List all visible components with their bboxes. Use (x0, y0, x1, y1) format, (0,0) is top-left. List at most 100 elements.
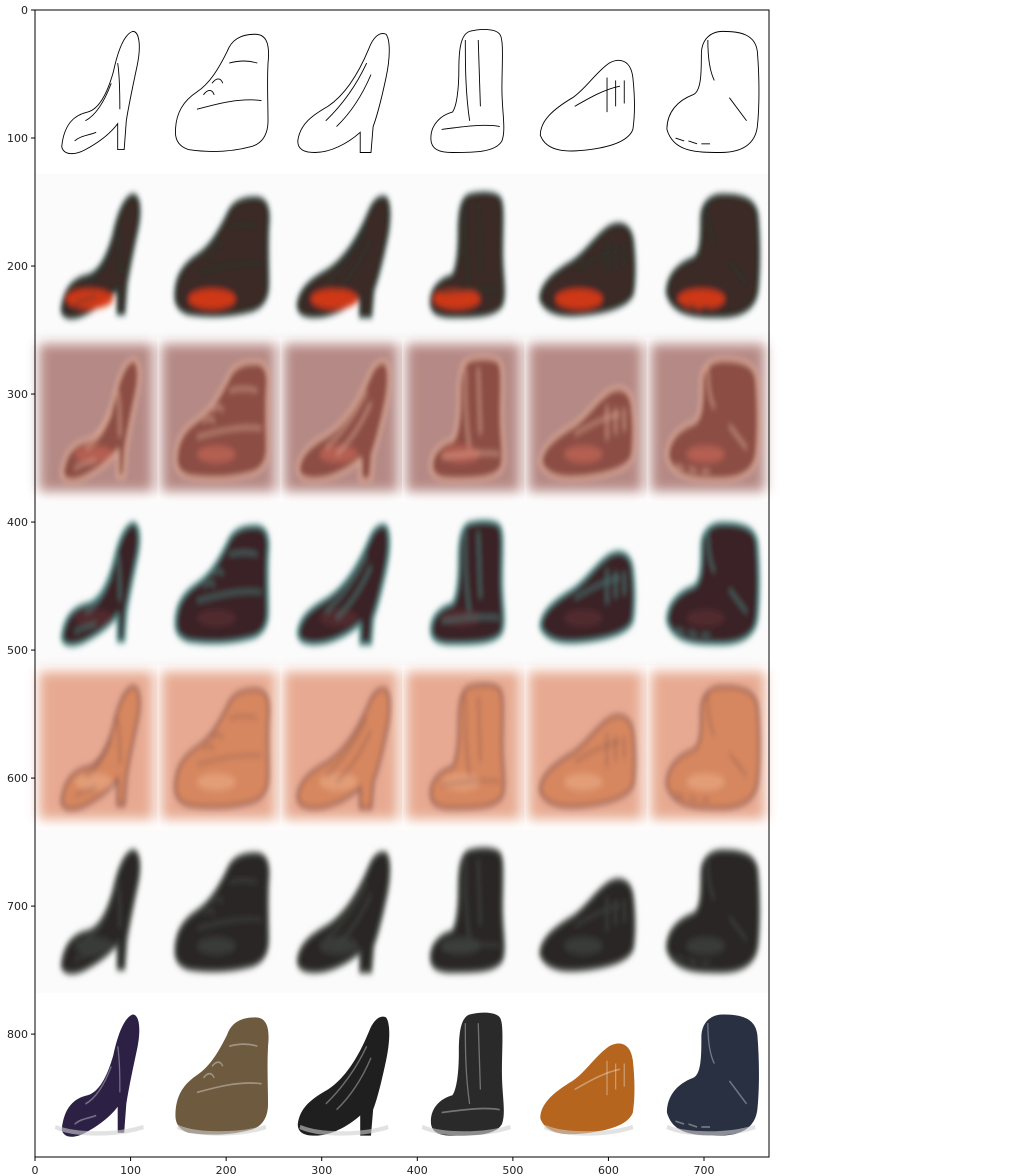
shoe-image (665, 193, 761, 318)
shoe-image (60, 521, 141, 647)
shoe-image (665, 521, 761, 646)
shoe-image (429, 191, 505, 318)
shoe-image (429, 519, 505, 646)
grid-cell (402, 829, 525, 994)
grid-cell (646, 173, 769, 338)
shoe-image (60, 849, 141, 975)
shoe-image (539, 550, 636, 645)
x-tick-label: 600 (598, 1164, 619, 1176)
shoe-image (298, 34, 390, 153)
grid-cell (279, 665, 402, 830)
shoe-image (539, 222, 636, 317)
shoe-image (62, 31, 140, 153)
shoe-image (60, 193, 141, 320)
grid-cell (157, 829, 280, 994)
grid-cell (402, 993, 525, 1157)
y-tick-label: 300 (7, 388, 28, 401)
shoe-image (60, 357, 141, 483)
y-tick-label: 100 (7, 132, 28, 145)
y-tick-label: 400 (7, 516, 28, 529)
grid-cell (35, 665, 158, 830)
grid-cell (35, 501, 158, 666)
x-tick-label: 0 (32, 1164, 39, 1176)
shoe-image (431, 29, 504, 152)
grid-cell (35, 173, 158, 338)
shoe-image (429, 355, 505, 482)
shoe-image (60, 685, 141, 811)
grid-cell (157, 10, 280, 174)
grid-cell (402, 10, 525, 174)
shoe-image (296, 523, 391, 646)
grid-cell (35, 337, 158, 502)
grid-cell (524, 665, 647, 830)
grid-cell (157, 337, 280, 502)
shoe-image (174, 688, 270, 809)
shoe-image (174, 851, 270, 973)
grid-cell (524, 173, 647, 338)
y-axis: 0 100 200 300 400 500 600 700 800 (7, 4, 35, 1041)
shoe-image (174, 196, 270, 317)
shoe-image (667, 31, 759, 152)
grid-cell (524, 829, 647, 994)
grid-cell (524, 337, 647, 502)
shoe-image (665, 357, 761, 482)
grid-cell (279, 173, 402, 338)
shoe-image (54, 1014, 144, 1137)
x-tick-label: 200 (216, 1164, 237, 1176)
grid-cell (646, 993, 769, 1157)
image-grid (35, 10, 769, 1157)
grid-cell (524, 501, 647, 666)
grid-cell (35, 10, 158, 174)
x-tick-label: 400 (407, 1164, 428, 1176)
grid-cell (279, 829, 402, 994)
grid-cell (524, 993, 647, 1157)
grid-cell (646, 665, 769, 830)
grid-cell (157, 501, 280, 666)
plot-frame (34, 9, 770, 1158)
shoe-image (174, 524, 270, 645)
shoe-image (540, 60, 634, 151)
grid-cell (279, 993, 402, 1157)
shoe-image (297, 1016, 390, 1136)
shoe-image (296, 851, 391, 974)
shoe-image (540, 1043, 635, 1136)
x-tick-label: 300 (311, 1164, 332, 1176)
grid-cell (279, 10, 402, 174)
grid-cell (402, 665, 525, 830)
x-tick-label: 100 (120, 1164, 141, 1176)
grid-cell (157, 173, 280, 338)
shoe-image (174, 360, 270, 481)
grid-cell (35, 993, 158, 1157)
grid-cell (157, 665, 280, 830)
y-tick-label: 800 (7, 1028, 28, 1041)
grid-cell (402, 337, 525, 502)
shoe-image (175, 34, 268, 151)
y-tick-label: 500 (7, 644, 28, 657)
shoe-image (296, 195, 391, 318)
y-tick-label: 600 (7, 772, 28, 785)
shoe-image (421, 1012, 511, 1136)
shoe-image (429, 847, 505, 974)
shoe-image (429, 683, 505, 810)
shoe-image (666, 1014, 759, 1136)
grid-cell (646, 10, 769, 174)
shoe-image (296, 687, 391, 810)
grid-cell (646, 501, 769, 666)
shoe-image (296, 359, 391, 482)
shoe-image (665, 685, 761, 810)
grid-cell (157, 993, 280, 1157)
grid-cell (646, 829, 769, 994)
y-tick-label: 700 (7, 900, 28, 913)
grid-cell (35, 829, 158, 994)
y-tick-label: 200 (7, 260, 28, 273)
x-tick-label: 500 (502, 1164, 523, 1176)
grid-cell (279, 337, 402, 502)
grid-cell (402, 501, 525, 666)
x-axis: 0 100 200 300 400 500 600 700 (32, 1157, 715, 1176)
grid-cell (279, 501, 402, 666)
shoe-image (175, 1017, 269, 1136)
shoe-image (539, 878, 636, 972)
grid-cell (402, 173, 525, 338)
y-tick-label: 0 (21, 4, 28, 17)
